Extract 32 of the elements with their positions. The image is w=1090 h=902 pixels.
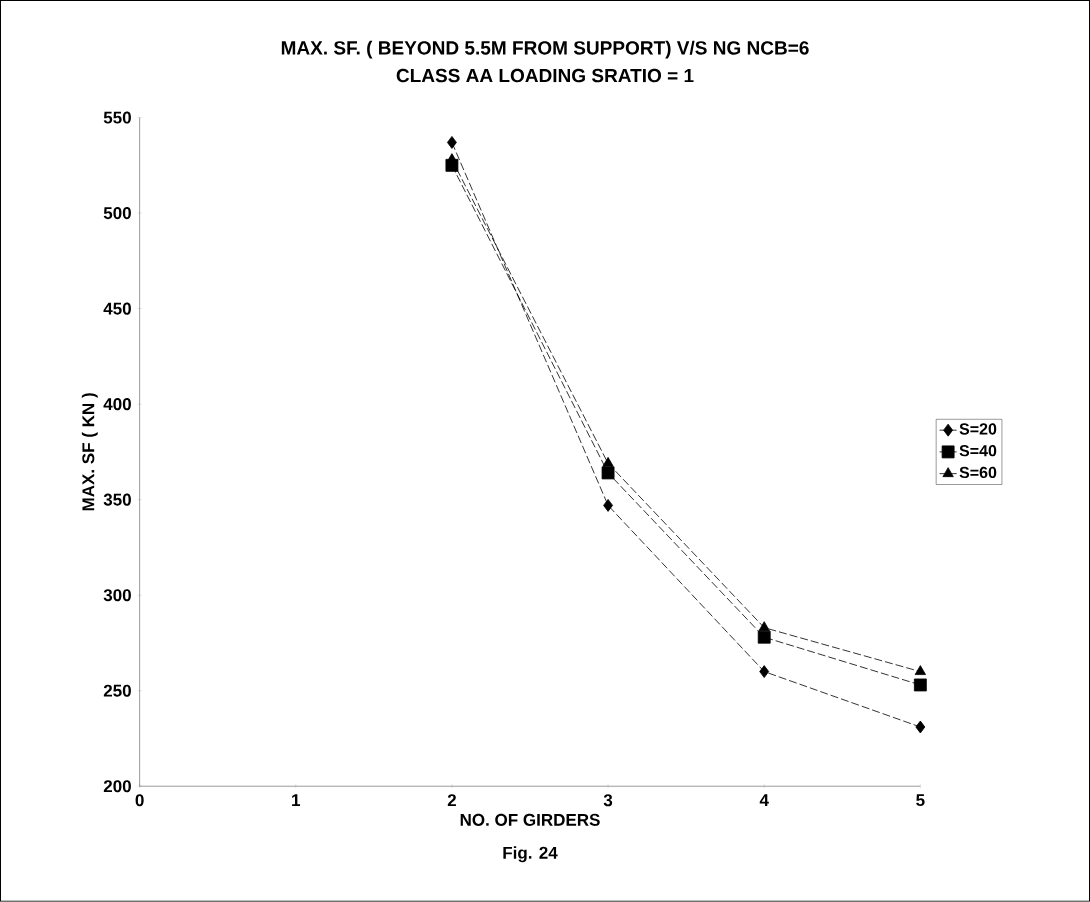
y-tick-label: 350 xyxy=(103,493,131,506)
point xyxy=(759,665,770,679)
point xyxy=(758,621,770,632)
y-tick-label: 200 xyxy=(103,780,131,793)
caption: Fig. 24 xyxy=(503,846,558,863)
point xyxy=(602,457,614,467)
y-tick-label: 300 xyxy=(103,589,131,602)
x-tick-label: 5 xyxy=(916,794,925,807)
point xyxy=(914,665,926,676)
x-tick-label: 1 xyxy=(292,794,301,807)
point xyxy=(447,136,457,149)
legend-label: S=60 xyxy=(959,466,997,479)
x-tick-label: 0 xyxy=(135,794,144,807)
y-tick-label: 550 xyxy=(103,111,131,124)
x-tick-label: 2 xyxy=(447,794,456,807)
chart-subtitle: CLASS AA LOADING SRATIO = 1 xyxy=(396,68,694,83)
y-tick-label: 500 xyxy=(103,207,131,220)
point xyxy=(601,466,615,480)
y-axis-title: MAX. SF ( KN ) xyxy=(81,393,98,511)
point xyxy=(913,678,927,692)
x-axis-title: NO. OF GIRDERS xyxy=(460,813,600,826)
legend-label: S=20 xyxy=(959,423,997,435)
x-tick-label: 3 xyxy=(603,794,613,807)
point xyxy=(915,720,926,734)
point xyxy=(603,499,613,512)
y-tick-label: 400 xyxy=(103,398,131,411)
y-tick-label: 450 xyxy=(103,302,131,315)
chart-title: MAX. SF. ( BEYOND 5.5M FROM SUPPORT) V/S NG NCB=6 xyxy=(281,40,809,59)
point xyxy=(757,630,771,644)
x-tick-label: 4 xyxy=(759,794,769,807)
y-tick-label: 250 xyxy=(103,684,131,697)
legend-label: S=40 xyxy=(959,445,997,457)
